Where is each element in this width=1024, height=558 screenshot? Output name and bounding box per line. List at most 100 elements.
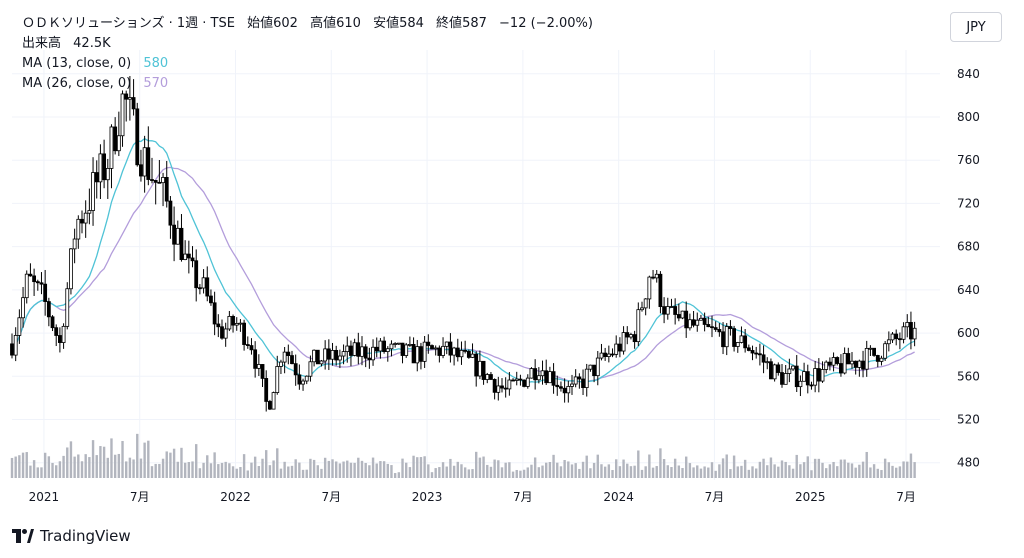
candle-body bbox=[337, 355, 342, 361]
volume-bar bbox=[268, 465, 272, 478]
volume-bar bbox=[522, 469, 526, 478]
candle-body bbox=[190, 257, 195, 262]
volume-bar bbox=[832, 461, 835, 478]
volume-bar bbox=[869, 467, 872, 478]
candle-body bbox=[98, 153, 103, 183]
candle-body bbox=[231, 315, 235, 326]
candle-body bbox=[271, 392, 276, 410]
volume-bar bbox=[865, 451, 868, 478]
candle-body bbox=[802, 371, 806, 382]
candle-body bbox=[636, 309, 641, 343]
volume-bar bbox=[559, 466, 563, 478]
candle-body bbox=[139, 164, 143, 177]
volume-bar bbox=[500, 467, 504, 478]
candle-body bbox=[209, 295, 213, 304]
volume-bar bbox=[773, 464, 776, 478]
volume-bar bbox=[791, 468, 795, 478]
volume-bar bbox=[592, 462, 596, 478]
volume-bar bbox=[847, 462, 850, 478]
volume-bar bbox=[548, 462, 552, 478]
volume-bar bbox=[40, 467, 43, 478]
volume-bar bbox=[659, 448, 662, 478]
volume-bar bbox=[390, 465, 393, 478]
ma26-legend[interactable]: MA (26, close, 0) 570 bbox=[22, 74, 593, 94]
x-axis: 2021 7月 2022 7月 2023 7月 2024 7月 2025 7月 bbox=[29, 490, 916, 504]
candle-body bbox=[551, 371, 556, 386]
candle-body bbox=[772, 364, 777, 380]
volume-bar bbox=[802, 462, 806, 478]
volume-bar bbox=[880, 470, 883, 478]
volume-bar bbox=[603, 466, 607, 478]
candle-body bbox=[293, 363, 298, 376]
candle-body bbox=[441, 345, 445, 356]
candle-body bbox=[787, 368, 792, 374]
candle-body bbox=[13, 335, 18, 356]
volume-bar bbox=[795, 454, 798, 478]
volume-bar bbox=[699, 468, 703, 478]
candle-body bbox=[606, 353, 611, 357]
volume-bar bbox=[596, 454, 599, 478]
x-tick-label: 2024 bbox=[603, 490, 634, 504]
candle-body bbox=[109, 126, 114, 169]
volume-bar bbox=[898, 466, 902, 478]
volume-bar bbox=[872, 464, 876, 478]
volume-bar bbox=[743, 459, 747, 478]
brand-name: TradingView bbox=[40, 527, 131, 545]
candle-body bbox=[448, 341, 453, 356]
volume-bar bbox=[777, 466, 780, 478]
volume-bar bbox=[504, 462, 507, 478]
volume-bar bbox=[55, 465, 58, 478]
volume-bar bbox=[799, 464, 802, 478]
volume-bar bbox=[441, 462, 445, 478]
currency-button[interactable]: JPY bbox=[950, 12, 1002, 42]
candle-body bbox=[555, 384, 560, 388]
ma13-legend[interactable]: MA (13, close, 0) 580 bbox=[22, 54, 593, 74]
volume-bar bbox=[585, 455, 588, 478]
volume-bar bbox=[10, 457, 14, 478]
candle-body bbox=[363, 346, 368, 359]
volume-bar bbox=[357, 457, 360, 478]
candle-body bbox=[592, 364, 596, 377]
volume-bar bbox=[887, 462, 891, 478]
candle-body bbox=[161, 177, 165, 184]
volume-bar bbox=[161, 458, 165, 478]
candle-body bbox=[437, 347, 442, 356]
candle-body bbox=[791, 365, 795, 370]
volume-bar bbox=[482, 456, 485, 478]
candle-body bbox=[732, 328, 736, 347]
candle-body bbox=[341, 351, 346, 357]
volume-bar bbox=[36, 467, 39, 478]
tradingview-logo[interactable]: TradingView bbox=[12, 527, 131, 545]
candle-body bbox=[157, 181, 162, 184]
candle-body bbox=[868, 347, 873, 350]
candle-body bbox=[522, 379, 527, 387]
candle-body bbox=[433, 347, 438, 350]
candle-body bbox=[879, 357, 884, 362]
volume-bar bbox=[640, 469, 644, 478]
volume-bar bbox=[821, 462, 824, 478]
volume-bar bbox=[449, 458, 452, 478]
candle-body bbox=[489, 374, 493, 380]
candle-body bbox=[536, 375, 541, 381]
candle-body bbox=[761, 354, 766, 363]
volume-bar bbox=[338, 463, 342, 478]
volume-bar bbox=[368, 465, 371, 478]
volume-bar bbox=[172, 448, 176, 478]
volume-bar bbox=[651, 467, 655, 478]
volume-bar bbox=[629, 466, 633, 478]
volume-bar bbox=[707, 467, 710, 478]
candle-body bbox=[728, 326, 733, 330]
volume-bar bbox=[810, 470, 813, 478]
y-tick-label: 840 bbox=[957, 67, 980, 81]
volume-bar bbox=[327, 460, 331, 478]
candle-body bbox=[706, 324, 711, 328]
volume-bar bbox=[342, 461, 345, 478]
candle-body bbox=[680, 310, 685, 319]
candle-body bbox=[10, 343, 14, 356]
candle-body bbox=[275, 366, 280, 393]
volume-bar bbox=[729, 469, 732, 478]
candle-body bbox=[485, 374, 490, 380]
volume-bar bbox=[231, 466, 235, 478]
candle-body bbox=[253, 349, 258, 369]
